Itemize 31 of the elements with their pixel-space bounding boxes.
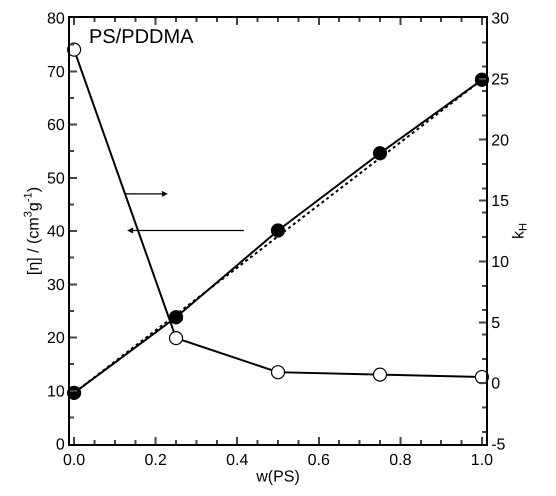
y-tick-label: 20 (47, 330, 65, 348)
x-tick-label: 0.0 (62, 452, 86, 470)
y2-tick-label: 0 (491, 376, 500, 393)
y-tick-label: 60 (47, 117, 65, 134)
y2-tick-label: 30 (491, 10, 510, 28)
y-tick-label: 30 (47, 276, 65, 294)
point (168, 310, 184, 324)
x-tick-label: 1.0 (470, 452, 494, 470)
point (270, 223, 286, 238)
y2-tick-label: -5 (491, 436, 506, 454)
point (372, 368, 388, 382)
point (168, 331, 184, 346)
y2-tick-label: 5 (491, 314, 500, 332)
y-tick-label: 40 (47, 224, 65, 241)
y-tick-label: 70 (47, 64, 65, 81)
y-tick-label: 50 (47, 170, 65, 188)
y-tick-label: 0 (56, 436, 65, 454)
x-tick-label: 0.6 (308, 452, 330, 470)
x-tick-label: 0.2 (144, 452, 167, 470)
y2-tick-label: 15 (491, 193, 510, 210)
y2-tick-label: 10 (491, 254, 510, 272)
y-tick-label: 80 (47, 10, 65, 28)
x-axis-title: w(PS) (255, 468, 300, 486)
x-tick-label: 0.4 (226, 452, 248, 470)
point (372, 146, 388, 160)
annotation: PS/PDDMA (89, 26, 194, 48)
y2-tick-label: 25 (491, 71, 510, 88)
y-tick-label: 10 (47, 383, 65, 400)
x-tick-label: 0.8 (389, 452, 412, 470)
y2-tick-label: 20 (491, 132, 510, 150)
point (270, 365, 286, 380)
